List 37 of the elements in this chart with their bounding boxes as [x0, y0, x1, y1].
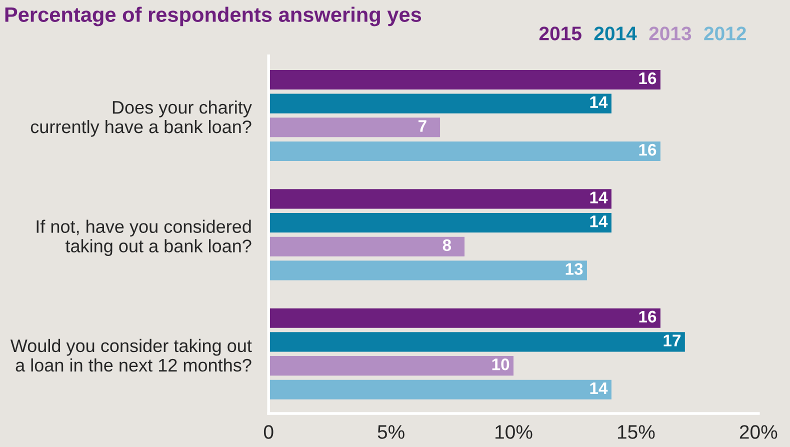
text: 2012: [704, 26, 746, 40]
data-label: 16: [639, 72, 656, 84]
data-label: 17: [664, 334, 681, 346]
data-label: 14: [590, 192, 608, 204]
bar: [268, 118, 440, 138]
x-tick-label: 20%: [740, 425, 778, 439]
y-tick-label: If not, have you considered taking out a bank loan?: [36, 220, 252, 256]
data-label: 8: [442, 239, 452, 252]
text: 2013: [649, 26, 692, 40]
text: 2014: [594, 26, 637, 40]
bar: [268, 356, 514, 376]
data-label: 7: [418, 120, 426, 132]
x-tick-label: 10%: [496, 425, 532, 439]
data-label: 14: [590, 216, 608, 228]
data-label: 10: [492, 358, 510, 370]
y-tick-label: Would you consider taking out a loan in the next 12 months?: [10, 338, 252, 372]
bar: [268, 141, 660, 162]
series-label: 2015: [539, 26, 582, 40]
data-label: 13: [566, 263, 583, 275]
bar: [268, 260, 587, 280]
bar: [268, 94, 612, 114]
x-tick-label: 0: [264, 425, 274, 439]
bar: [268, 236, 465, 256]
data-label: 14: [590, 382, 608, 394]
bar: [268, 189, 612, 209]
data-label: 16: [639, 144, 656, 156]
data-label: 14: [590, 96, 608, 108]
x-tick-label: 15%: [618, 425, 655, 439]
bar: [268, 332, 685, 352]
bar: [268, 212, 612, 233]
bar: [268, 380, 612, 400]
y-tick-label: Does your charity currently have a bank loan?: [30, 100, 252, 137]
chart-title: Percentage of respondents answering yes: [5, 6, 422, 26]
bar: [268, 308, 660, 328]
x-tick-label: 5%: [378, 425, 404, 439]
bar: [268, 70, 660, 90]
data-label: 16: [639, 310, 656, 323]
